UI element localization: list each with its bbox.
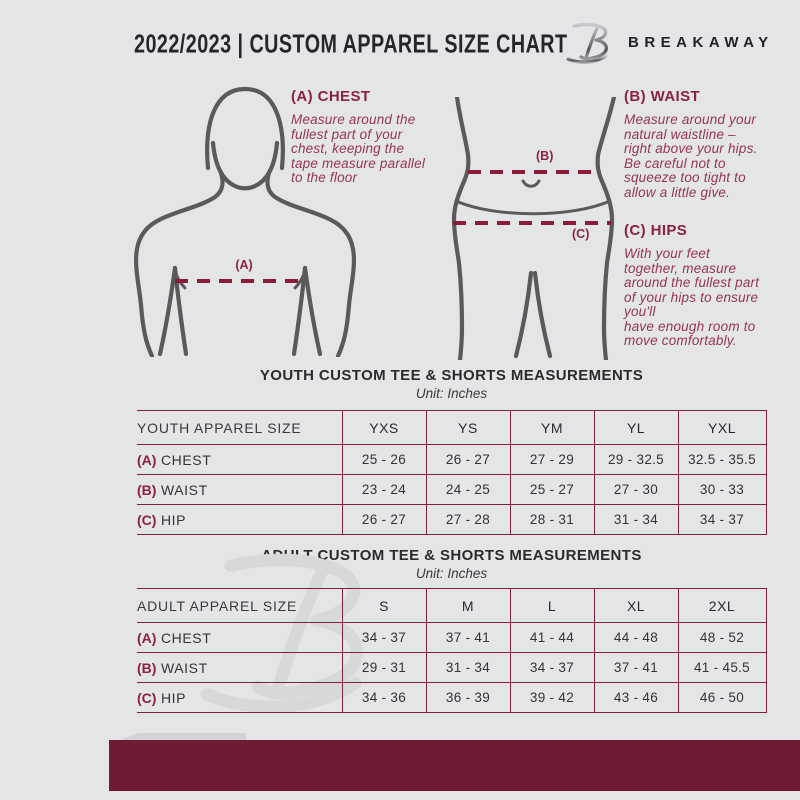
adult-size-table: ADULT APPAREL SIZE S M L XL 2XL (A) CHES… xyxy=(137,588,767,713)
adult-col-m: M xyxy=(425,588,510,623)
cell: 37 - 41 xyxy=(425,622,510,653)
cell: 41 - 44 xyxy=(509,622,594,653)
chest-heading: (A) CHEST xyxy=(291,88,371,105)
cell: 26 - 27 xyxy=(425,444,510,475)
row-prefix: (B) xyxy=(137,659,157,676)
youth-hip-row: (C) HIP 26 - 27 27 - 28 28 - 31 31 - 34 … xyxy=(137,504,767,535)
hips-point-label: (C) xyxy=(572,227,590,241)
cell: 27 - 30 xyxy=(593,474,678,505)
cell: 34 - 37 xyxy=(677,504,767,535)
youth-unit-label: Unit: Inches xyxy=(415,386,488,401)
row-label: WAIST xyxy=(160,659,208,676)
youth-col-ym: YM xyxy=(509,410,594,445)
youth-header-row: YOUTH APPAREL SIZE YXS YS YM YL YXL xyxy=(137,410,767,445)
chest-point-label: (A) xyxy=(235,258,253,272)
lower-body-figure xyxy=(451,97,617,360)
cell: 48 - 52 xyxy=(677,622,767,653)
cell: 36 - 39 xyxy=(425,682,510,713)
adult-col-s: S xyxy=(341,588,426,623)
youth-waist-row: (B) WAIST 23 - 24 24 - 25 25 - 27 27 - 3… xyxy=(137,474,767,505)
youth-size-table: YOUTH APPAREL SIZE YXS YS YM YL YXL (A) … xyxy=(137,410,767,535)
row-label: HIP xyxy=(160,689,187,706)
cell: 31 - 34 xyxy=(593,504,678,535)
youth-col-yxs: YXS xyxy=(341,410,426,445)
torso-figure xyxy=(133,86,357,357)
cell: 34 - 36 xyxy=(341,682,426,713)
cell: 37 - 41 xyxy=(593,652,678,683)
cell: 25 - 26 xyxy=(341,444,426,475)
adult-header-row: ADULT APPAREL SIZE S M L XL 2XL xyxy=(137,588,767,623)
adult-section-title: ADULT CUSTOM TEE & SHORTS MEASUREMENTS xyxy=(261,547,642,564)
cell: 34 - 37 xyxy=(341,622,426,653)
brand-logo: BREAKAWAY xyxy=(560,15,770,67)
footer-bar xyxy=(109,740,800,791)
cell: 24 - 25 xyxy=(425,474,510,505)
page-title: 2022/2023 | CUSTOM APPAREL SIZE CHART xyxy=(134,30,568,59)
adult-col-2xl: 2XL xyxy=(677,588,767,623)
youth-col-yxl: YXL xyxy=(677,410,767,445)
cell: 43 - 46 xyxy=(593,682,678,713)
row-prefix: (C) xyxy=(137,511,157,528)
adult-size-header: ADULT APPAREL SIZE xyxy=(137,588,342,623)
hips-instructions: With your feet together, measure around … xyxy=(624,246,760,348)
adult-waist-row: (B) WAIST 29 - 31 31 - 34 34 - 37 37 - 4… xyxy=(137,652,767,683)
row-label: CHEST xyxy=(160,451,212,468)
cell: 29 - 32.5 xyxy=(593,444,678,475)
cell: 30 - 33 xyxy=(677,474,767,505)
row-prefix: (C) xyxy=(137,689,157,706)
cell: 29 - 31 xyxy=(341,652,426,683)
row-label: HIP xyxy=(160,511,187,528)
adult-hip-row: (C) HIP 34 - 36 36 - 39 39 - 42 43 - 46 … xyxy=(137,682,767,713)
hips-heading: (C) HIPS xyxy=(624,222,688,239)
youth-col-yl: YL xyxy=(593,410,678,445)
waist-point-label: (B) xyxy=(536,149,554,163)
cell: 26 - 27 xyxy=(341,504,426,535)
footer-shadow xyxy=(118,733,246,741)
youth-size-header: YOUTH APPAREL SIZE xyxy=(137,410,342,445)
chest-instructions: Measure around the fullest part of your … xyxy=(291,112,426,185)
adult-col-xl: XL xyxy=(593,588,678,623)
youth-col-ys: YS xyxy=(425,410,510,445)
brand-name: BREAKAWAY xyxy=(628,34,774,51)
row-label: WAIST xyxy=(160,481,208,498)
row-label: CHEST xyxy=(160,629,212,646)
cell: 32.5 - 35.5 xyxy=(677,444,767,475)
cell: 27 - 29 xyxy=(509,444,594,475)
cell: 46 - 50 xyxy=(677,682,767,713)
cell: 39 - 42 xyxy=(509,682,594,713)
adult-col-l: L xyxy=(509,588,594,623)
waist-heading: (B) WAIST xyxy=(624,88,701,105)
row-prefix: (A) xyxy=(137,451,157,468)
cell: 34 - 37 xyxy=(509,652,594,683)
adult-chest-row: (A) CHEST 34 - 37 37 - 41 41 - 44 44 - 4… xyxy=(137,622,767,653)
adult-unit-label: Unit: Inches xyxy=(415,566,488,581)
navel-mark xyxy=(521,179,541,188)
cell: 31 - 34 xyxy=(425,652,510,683)
cell: 41 - 45.5 xyxy=(677,652,767,683)
cell: 23 - 24 xyxy=(341,474,426,505)
waist-instructions: Measure around your natural waistline – … xyxy=(624,112,758,200)
youth-section-title: YOUTH CUSTOM TEE & SHORTS MEASUREMENTS xyxy=(259,367,644,384)
row-prefix: (B) xyxy=(137,481,157,498)
cell: 27 - 28 xyxy=(425,504,510,535)
cell: 44 - 48 xyxy=(593,622,678,653)
cell: 28 - 31 xyxy=(509,504,594,535)
row-prefix: (A) xyxy=(137,629,157,646)
youth-chest-row: (A) CHEST 25 - 26 26 - 27 27 - 29 29 - 3… xyxy=(137,444,767,475)
cell: 25 - 27 xyxy=(509,474,594,505)
breakaway-b-monogram-icon xyxy=(566,22,609,64)
